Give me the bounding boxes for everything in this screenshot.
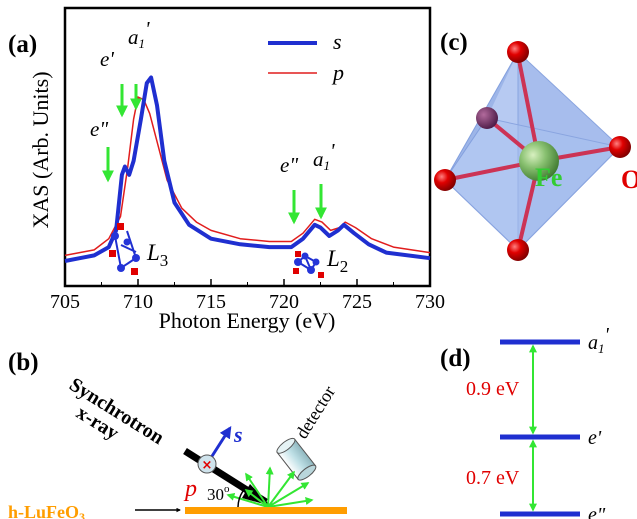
label-a1-l2: a1' (313, 139, 335, 173)
x-tick-label-730: 730 (415, 291, 445, 313)
sample-label: h-LuFeO3 (8, 502, 85, 519)
level-label-e-double-prime: e" (588, 504, 606, 519)
oxygen-atom-back (476, 107, 498, 129)
level-label-e-prime: e' (588, 427, 602, 449)
label-a1-l3: a1' (128, 17, 150, 51)
oxygen-atom-right (609, 136, 631, 158)
cluster-icon-l2 (293, 251, 324, 278)
emission-arrows (226, 466, 314, 508)
detector-icon (276, 437, 317, 481)
label-l3: L3 (146, 240, 168, 270)
x-ticks (64, 279, 431, 286)
panel-label-b: (b) (8, 349, 39, 376)
series-line-s (64, 75, 431, 263)
cluster-icon-l3 (109, 223, 140, 275)
angle-arc (237, 490, 244, 508)
x-tick-label-720: 720 (269, 291, 299, 313)
label-e-double-prime-l2: e" (280, 153, 298, 177)
s-polarization-label: s (233, 422, 243, 447)
level-label-a1: a1' (588, 324, 610, 356)
oxygen-atom-bottom (507, 239, 529, 261)
sample-surface (185, 507, 347, 514)
label-e-double-prime-l3: e" (90, 117, 108, 141)
angle-label: 30o (207, 483, 230, 504)
legend-label-s: s (333, 29, 342, 54)
label-l2: L2 (326, 246, 348, 276)
series-group (64, 75, 431, 263)
cross-icon: × (202, 458, 213, 473)
detector-label: detector (291, 382, 339, 442)
label-e-prime-l3: e' (100, 47, 114, 71)
fe-atom (519, 141, 559, 181)
p-polarization-label: p (183, 476, 197, 502)
legend-label-p: p (331, 60, 344, 85)
p-polarization-symbol (197, 454, 217, 474)
panel-d: (d) a1' e' e" 0.9 eV 0.7 eV (440, 324, 610, 519)
oxygen-atom-top (507, 41, 529, 63)
fe-label: Fe (535, 163, 562, 192)
x-tick-labels: 705 710 715 720 725 730 (50, 291, 445, 313)
panel-label-a: (a) (8, 31, 37, 58)
y-axis-label: XAS (Arb. Units) (28, 71, 53, 228)
x-tick-label-715: 715 (196, 291, 226, 313)
x-tick-label-705: 705 (50, 291, 80, 313)
panel-label-d: (d) (440, 345, 471, 372)
panel-b: (b) Synchrotron x-ray s × p detector (8, 349, 347, 519)
panel-a: 705 710 715 720 725 730 (a) XAS (Arb. Units) … (8, 6, 445, 333)
x-tick-label-710: 710 (123, 291, 153, 313)
o-label: O (621, 165, 637, 194)
legend: s p (268, 29, 344, 85)
panel-c: (c) Fe O (434, 29, 637, 261)
x-axis-label: Photon Energy (eV) (159, 308, 336, 333)
gap-label-upper: 0.9 eV (466, 378, 520, 400)
x-tick-label-725: 725 (342, 291, 372, 313)
gap-label-lower: 0.7 eV (466, 467, 520, 489)
panel-label-c: (c) (440, 29, 468, 56)
octahedron (434, 41, 631, 261)
oxygen-atom-left (434, 169, 456, 191)
